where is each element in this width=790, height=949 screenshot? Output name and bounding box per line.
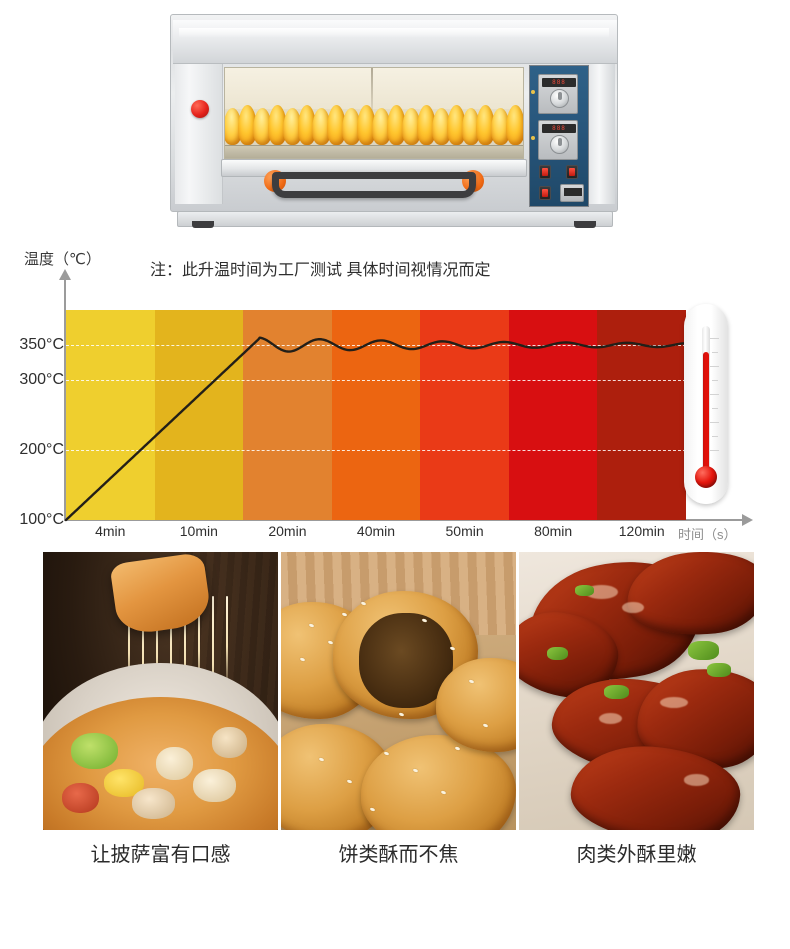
bread-tray [225, 101, 523, 145]
x-tick-40min: 40min [356, 523, 396, 539]
oven-foot-left [192, 221, 214, 228]
y-tick-350: 350°C [19, 336, 64, 353]
photo-pizza [43, 552, 278, 830]
panel-indicator-button[interactable] [539, 186, 551, 200]
oven-left-column [175, 64, 223, 204]
chart-note: 注：此升温时间为工厂测试 具体时间视情况而定 [150, 262, 491, 279]
y-axis-line [64, 278, 66, 521]
oven-base [177, 211, 613, 227]
chamber-divider [371, 68, 374, 126]
caption-wings: 肉类外酥里嫩 [576, 844, 697, 866]
upper-temp-knob-icon[interactable] [550, 89, 569, 108]
oven-handle[interactable] [258, 170, 490, 204]
y-axis-arrow-icon [59, 269, 71, 280]
y-axis-title: 温度（℃） [24, 251, 101, 268]
oven-illustration: 888 888 [170, 10, 618, 228]
y-tick-200: 200°C [19, 441, 64, 458]
chamber-shelf [225, 145, 523, 158]
chamber-back-wall [225, 68, 523, 110]
y-tick-300: 300°C [19, 371, 64, 388]
x-tick-20min: 20min [268, 523, 307, 539]
x-tick-50min: 50min [445, 523, 484, 539]
oven-hood [173, 20, 617, 64]
thermometer-icon [684, 304, 728, 504]
photo-pastry [281, 552, 516, 830]
caption-pizza: 让披萨富有口感 [90, 844, 231, 866]
x-tick-4min: 4min [95, 523, 126, 539]
oven-control-panel[interactable]: 888 888 [529, 65, 589, 207]
panel-indicator-button[interactable] [539, 165, 551, 179]
temperature-rise-chart: 温度（℃） 注：此升温时间为工厂测试 具体时间视情况而定 时间（s） 100°C… [0, 246, 790, 546]
y-tick-100: 100°C [19, 511, 64, 528]
oven-hood-shine [179, 28, 609, 38]
pastry-filling [358, 613, 453, 708]
gallery-captions: 让披萨富有口感 饼类酥而不焦 肉类外酥里嫩 [0, 838, 790, 888]
caption-pastry: 饼类酥而不焦 [338, 844, 459, 866]
lower-temp-display: 888 [542, 124, 576, 133]
x-axis-line [64, 519, 744, 521]
upper-display-value: 888 [552, 79, 566, 86]
panel-unit-upper[interactable]: 888 [538, 74, 578, 114]
panel-screw-icon [531, 136, 535, 140]
lower-display-value: 888 [552, 125, 566, 132]
lower-temp-knob-icon[interactable] [550, 135, 569, 154]
thermometer-mercury [703, 352, 709, 480]
upper-temp-display: 888 [542, 78, 576, 87]
x-tick-80min: 80min [534, 523, 573, 539]
panel-unit-lower[interactable]: 888 [538, 120, 578, 160]
product-photo-oven: 888 888 [0, 0, 790, 240]
panel-screw-icon [531, 90, 535, 94]
oven-red-knob-icon[interactable] [191, 100, 209, 118]
x-axis-arrow-icon [742, 514, 753, 526]
y-axis-tick-labels: 100°C 200°C 300°C 350°C [0, 246, 64, 546]
temperature-curve [66, 310, 686, 520]
panel-indicator-button[interactable] [566, 165, 578, 179]
photo-wings [519, 552, 754, 830]
x-axis-title: 时间（s） [678, 527, 737, 542]
x-tick-120min: 120min [618, 523, 665, 539]
panel-timer-display[interactable] [560, 184, 584, 202]
food-photo-gallery [0, 552, 790, 832]
oven-foot-right [574, 221, 596, 228]
oven-right-column [589, 64, 615, 204]
x-tick-10min: 10min [179, 523, 218, 539]
oven-baking-chamber [224, 67, 524, 159]
x-axis-tick-labels: 4min 10min 20min 40min 50min 80min 120min [0, 523, 790, 547]
thermometer-bulb [695, 466, 717, 488]
handle-bar[interactable] [272, 172, 476, 198]
